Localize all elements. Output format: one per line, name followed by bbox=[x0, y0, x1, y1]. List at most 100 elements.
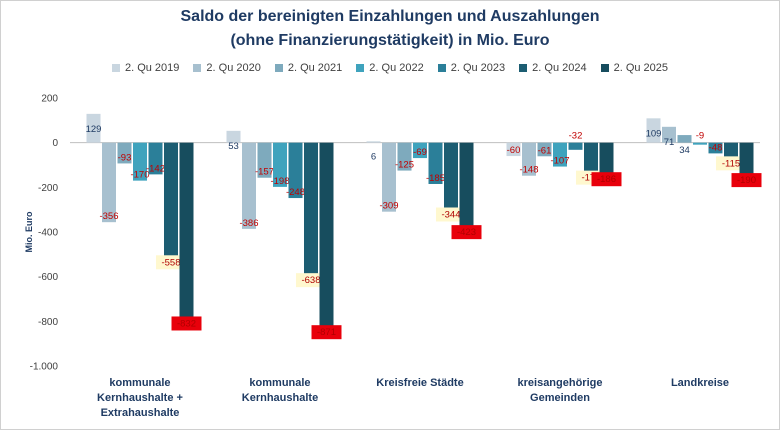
data-label: -148 bbox=[519, 165, 538, 176]
legend-swatch bbox=[437, 64, 446, 72]
data-label-box bbox=[591, 172, 622, 187]
category-label: Landkreise bbox=[671, 377, 729, 389]
bar bbox=[133, 142, 147, 181]
legend-swatch bbox=[519, 64, 528, 72]
data-label-box bbox=[451, 225, 482, 240]
y-tick-label: -800 bbox=[38, 317, 58, 328]
data-label-box bbox=[731, 173, 762, 188]
data-label: -60 bbox=[507, 145, 521, 156]
legend-label: 2. Qu 2024 bbox=[532, 62, 587, 74]
legend-label: 2. Qu 2019 bbox=[124, 62, 180, 74]
y-tick-label: 200 bbox=[41, 94, 58, 105]
category-label: Kernhaushalte + bbox=[97, 392, 183, 404]
bar bbox=[164, 142, 178, 268]
data-label: -558 bbox=[161, 257, 180, 268]
bar bbox=[708, 142, 723, 154]
data-label: 53 bbox=[228, 141, 239, 152]
legend-label: 2. Qu 2021 bbox=[287, 62, 343, 74]
bar bbox=[568, 142, 583, 150]
data-label: -248 bbox=[286, 187, 305, 198]
bar bbox=[537, 142, 552, 157]
data-label: -190 bbox=[737, 175, 756, 186]
data-label-box bbox=[171, 316, 202, 331]
data-label: -356 bbox=[99, 211, 118, 222]
data-label: -107 bbox=[550, 156, 569, 167]
legend-label: 2. Qu 2022 bbox=[369, 62, 424, 74]
category-label: kreisangehörige bbox=[518, 377, 603, 389]
data-label: -423 bbox=[457, 227, 476, 238]
data-label: 34 bbox=[679, 145, 690, 156]
data-label: -142 bbox=[146, 163, 165, 174]
bar bbox=[662, 126, 676, 143]
bar bbox=[693, 142, 707, 145]
data-label: -185 bbox=[426, 173, 445, 184]
bar bbox=[413, 142, 427, 159]
data-label: -638 bbox=[301, 275, 320, 286]
legend-swatch bbox=[193, 64, 202, 72]
bar bbox=[677, 135, 692, 143]
bar bbox=[86, 113, 101, 143]
data-label: -9 bbox=[696, 131, 704, 142]
bar bbox=[288, 142, 303, 199]
data-label: -386 bbox=[239, 218, 258, 229]
data-label-box bbox=[716, 156, 746, 171]
y-tick-label: -400 bbox=[38, 228, 58, 239]
data-label: -32 bbox=[569, 131, 583, 142]
data-label: -170 bbox=[130, 170, 149, 181]
data-label: -157 bbox=[255, 167, 274, 178]
data-label: -48 bbox=[709, 142, 723, 153]
bar bbox=[242, 142, 256, 229]
data-label: -93 bbox=[118, 152, 132, 163]
chart-title: Saldo der bereinigten Einzahlungen und A… bbox=[180, 8, 600, 25]
bar bbox=[366, 141, 381, 143]
y-tick-label: -200 bbox=[38, 183, 58, 194]
legend-item: 2. Qu 2021 bbox=[274, 62, 343, 74]
bar bbox=[444, 142, 458, 220]
data-label: -832 bbox=[177, 318, 196, 329]
chart-legend: 2. Qu 2019 2. Qu 2020 2. Qu 2021 2. Qu 2022… bbox=[0, 62, 780, 74]
legend-label: 2. Qu 2025 bbox=[613, 62, 669, 74]
bar bbox=[397, 142, 412, 171]
bar bbox=[257, 142, 272, 178]
data-label: -61 bbox=[538, 145, 552, 156]
bar bbox=[148, 142, 163, 175]
bar bbox=[319, 142, 334, 338]
legend-item: 2. Qu 2020 bbox=[193, 62, 261, 74]
data-label-box bbox=[436, 207, 466, 222]
legend-item: 2. Qu 2023 bbox=[437, 62, 506, 74]
legend-swatch bbox=[274, 64, 283, 72]
data-label: 129 bbox=[86, 124, 102, 135]
data-label: -198 bbox=[270, 176, 289, 187]
category-label: Gemeinden bbox=[530, 392, 590, 404]
bar bbox=[117, 142, 132, 164]
legend-label: 2. Qu 2020 bbox=[206, 62, 261, 74]
legend-item: 2. Qu 2022 bbox=[356, 62, 424, 74]
data-label: 71 bbox=[664, 137, 675, 148]
y-axis-label: Mio. Euro bbox=[24, 211, 34, 252]
legend-swatch bbox=[356, 64, 365, 72]
data-label: -69 bbox=[413, 147, 427, 158]
bar bbox=[428, 142, 443, 184]
data-label: -871 bbox=[317, 327, 336, 338]
bar bbox=[459, 142, 474, 238]
category-label: Extrahaushalte bbox=[101, 407, 180, 419]
category-label: Kernhaushalte bbox=[242, 392, 318, 404]
bar bbox=[273, 142, 287, 187]
category-label: kommunale bbox=[109, 377, 170, 389]
bar bbox=[102, 142, 116, 223]
data-label: 6 bbox=[371, 151, 376, 162]
y-tick-label: -1.000 bbox=[30, 362, 59, 373]
data-label: -186 bbox=[597, 174, 616, 185]
legend-swatch bbox=[111, 64, 120, 72]
data-label: -344 bbox=[441, 209, 460, 220]
bar bbox=[179, 142, 194, 329]
legend-label: 2. Qu 2023 bbox=[450, 62, 506, 74]
y-tick-label: 0 bbox=[52, 138, 58, 149]
data-label-box bbox=[311, 325, 342, 340]
data-label: -125 bbox=[395, 160, 414, 171]
data-label: -115 bbox=[722, 158, 740, 169]
legend-item: 2. Qu 2024 bbox=[519, 62, 587, 74]
bar bbox=[553, 142, 567, 167]
